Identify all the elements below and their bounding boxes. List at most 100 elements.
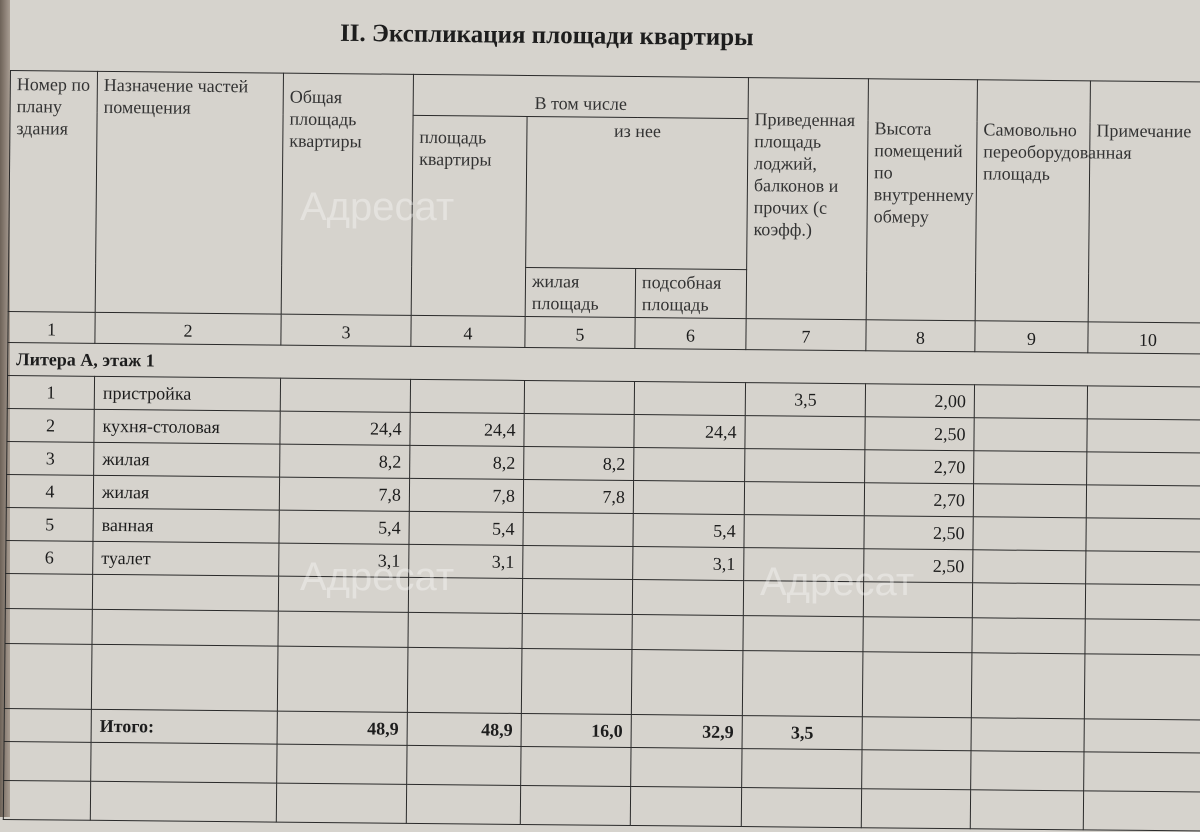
table-cell [1086, 418, 1200, 454]
table-cell [276, 744, 408, 785]
column-number: 3 [280, 314, 412, 347]
table-cell: 7,8 [523, 479, 634, 514]
table-cell [92, 574, 279, 612]
table-cell [1085, 517, 1200, 553]
table-cell [406, 784, 521, 825]
table-cell [407, 647, 522, 714]
table-cell [741, 787, 862, 828]
table-cell: 24,4 [633, 414, 746, 449]
column-number: 4 [410, 315, 526, 348]
table-cell: 6 [5, 540, 93, 575]
total-cell: 48,9 [407, 712, 522, 747]
table-cell [522, 512, 634, 547]
table-cell: ванная [92, 508, 280, 544]
table-cell: пристройка [94, 376, 281, 412]
table-cell: 8,2 [409, 445, 524, 480]
table-cell: 7,8 [409, 478, 524, 513]
table-cell [631, 649, 743, 716]
table-cell [632, 579, 744, 616]
table-cell [1086, 451, 1200, 487]
header-group: В том числе [413, 74, 749, 119]
table-cell [522, 578, 633, 615]
table-cell: 2,50 [863, 548, 973, 583]
table-cell [744, 448, 865, 483]
table-cell [276, 783, 407, 824]
table-cell: жилая [93, 442, 280, 478]
header-c8: Высота помещений по внутреннему обмеру [866, 78, 978, 321]
table-cell [973, 450, 1087, 485]
table-cell [972, 549, 1086, 584]
table-cell [520, 785, 631, 826]
table-cell: 3,1 [632, 546, 744, 581]
table-cell [630, 786, 742, 827]
table-cell: 5,4 [408, 511, 524, 546]
total-cell: 32,9 [631, 714, 743, 749]
table-cell [523, 413, 635, 448]
table-cell [277, 646, 408, 713]
table-cell: туалет [92, 541, 279, 577]
header-c4: площадь квартиры [411, 115, 528, 317]
table-cell [521, 648, 632, 715]
table-cell: 3 [6, 441, 94, 476]
table-cell [1084, 653, 1200, 720]
table-cell [744, 415, 866, 450]
table-cell [4, 708, 92, 743]
table-cell [742, 650, 863, 717]
table-cell: 24,4 [279, 411, 411, 446]
header-c5: жилая площадь [525, 267, 636, 318]
table-cell [630, 747, 743, 788]
table-cell [862, 651, 972, 718]
table-cell [280, 378, 411, 413]
table-cell [974, 384, 1088, 419]
table-cell: 2 [6, 408, 95, 443]
header-c6: подсобная площадь [635, 268, 747, 319]
table-cell [862, 716, 972, 751]
column-number: 7 [745, 318, 867, 351]
table-cell [4, 643, 92, 710]
empty-row [4, 643, 1200, 720]
total-cell: 3,5 [742, 715, 863, 750]
table-cell [971, 717, 1085, 752]
table-cell: 3,1 [278, 543, 409, 578]
table-cell [861, 749, 972, 790]
table-cell [3, 780, 91, 821]
table-cell [744, 481, 865, 516]
table-cell: 5,4 [632, 513, 745, 548]
page-edge [0, 0, 10, 817]
table-cell [743, 580, 864, 617]
header-c2: Назначение частей помещения [95, 71, 284, 315]
table-cell [522, 545, 633, 580]
table-cell [5, 573, 93, 610]
table-cell [742, 615, 864, 652]
table-cell [408, 577, 523, 614]
table-cell: 3,5 [745, 382, 866, 417]
table-cell [633, 480, 745, 515]
table-cell [861, 788, 971, 829]
table-cell [407, 612, 523, 649]
table-cell: 2,00 [865, 383, 975, 418]
table-cell: 24,4 [409, 412, 525, 447]
table-cell [277, 611, 409, 648]
column-number: 5 [524, 316, 636, 349]
table-cell: 3,1 [408, 544, 523, 579]
table-cell [410, 379, 525, 414]
table-cell [521, 613, 633, 650]
table-cell [1085, 550, 1200, 586]
header-c3: Общая площадь квартиры [281, 73, 414, 316]
explication-table: Номер по плану здания Назначение частей … [3, 70, 1200, 831]
header-subgroup: из нее [525, 116, 749, 270]
table-cell [524, 380, 635, 415]
table-cell [743, 514, 865, 549]
table-cell: 4 [6, 474, 94, 509]
table-cell [90, 742, 278, 784]
table-cell: 7,8 [279, 477, 410, 512]
column-number: 2 [94, 312, 282, 346]
table-cell [91, 609, 279, 647]
table-cell: 2,70 [864, 482, 974, 517]
table-cell [970, 789, 1084, 830]
table-cell: 5 [5, 507, 94, 542]
table-cell [1084, 718, 1200, 753]
table-cell [406, 745, 522, 786]
table-cell [1085, 583, 1200, 620]
table-cell [972, 582, 1086, 619]
